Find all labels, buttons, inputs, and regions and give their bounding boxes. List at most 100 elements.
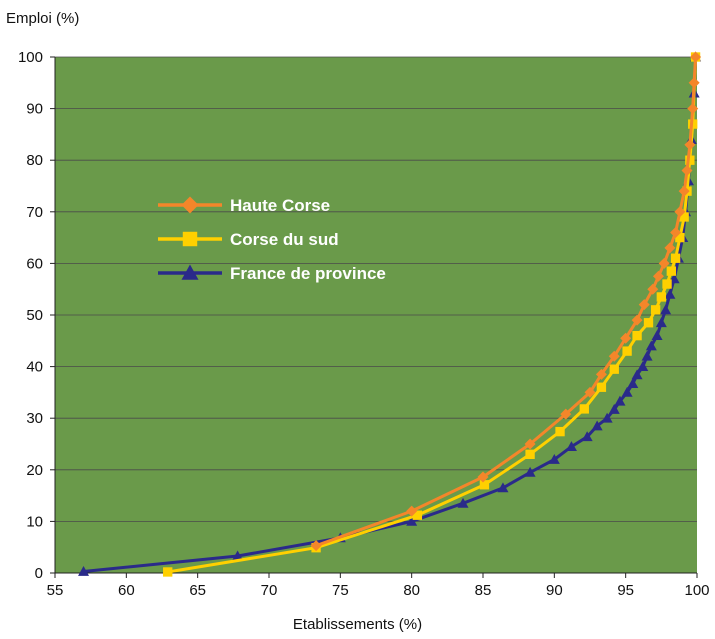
legend-marker xyxy=(182,231,198,247)
y-tick-label: 90 xyxy=(26,101,43,118)
legend-label: Haute Corse xyxy=(230,196,330,215)
data-point xyxy=(581,431,593,442)
x-tick-label: 70 xyxy=(261,582,278,599)
data-point xyxy=(655,317,667,328)
y-tick-label: 100 xyxy=(18,49,43,66)
y-axis-title: Emploi (%) xyxy=(6,10,80,27)
data-point xyxy=(560,408,572,420)
series-corse-du-sud xyxy=(163,52,701,577)
legend-marker xyxy=(181,264,199,280)
data-point xyxy=(631,369,643,380)
data-point xyxy=(595,368,607,380)
x-tick-label: 85 xyxy=(475,582,492,599)
x-tick-label: 60 xyxy=(118,582,135,599)
data-point xyxy=(524,438,536,450)
data-point xyxy=(406,505,418,517)
legend-label: France de province xyxy=(230,264,386,283)
data-point xyxy=(638,299,650,311)
x-tick-label: 90 xyxy=(546,582,563,599)
data-point xyxy=(652,270,664,282)
gridlines xyxy=(55,56,697,522)
data-point xyxy=(675,232,685,243)
data-point xyxy=(647,283,659,295)
data-point xyxy=(670,226,682,238)
data-point xyxy=(666,266,676,276)
axes: 55 60 65 70 75 80 85 90 95 100 0 10 20 30 40 50 60 70 80 90… xyxy=(18,49,710,599)
data-point xyxy=(678,185,690,197)
data-point xyxy=(163,567,173,577)
data-point xyxy=(651,330,663,341)
data-point xyxy=(688,77,700,89)
data-point xyxy=(670,253,681,263)
data-point xyxy=(645,340,657,351)
legend: Haute Corse Corse du sud France de provinc… xyxy=(158,196,386,283)
data-point xyxy=(614,395,626,406)
data-point xyxy=(457,497,469,508)
legend-label: Corse du sud xyxy=(230,230,339,249)
data-point xyxy=(601,412,613,423)
data-point xyxy=(679,212,689,222)
series-haute-corse xyxy=(310,51,702,552)
data-point xyxy=(627,378,639,389)
y-tick-label: 10 xyxy=(26,513,43,530)
y-tick-label: 0 xyxy=(35,565,43,582)
data-point xyxy=(78,565,90,576)
data-point xyxy=(621,386,633,397)
legend-marker xyxy=(181,196,199,214)
x-tick-label: 80 xyxy=(403,582,420,599)
data-point xyxy=(662,279,672,289)
data-point xyxy=(565,441,577,451)
data-point xyxy=(631,314,643,326)
data-point xyxy=(622,346,632,356)
data-point xyxy=(658,257,670,269)
data-point xyxy=(643,318,654,328)
x-tick-label: 65 xyxy=(189,582,206,599)
data-point xyxy=(685,155,695,165)
y-tick-label: 50 xyxy=(26,307,43,324)
data-point xyxy=(609,364,619,374)
data-point xyxy=(650,305,661,315)
data-point xyxy=(406,515,418,526)
y-tick-label: 40 xyxy=(26,359,43,376)
data-point xyxy=(620,332,632,344)
data-point xyxy=(525,449,535,459)
data-point xyxy=(584,386,596,398)
y-tick-label: 80 xyxy=(26,152,43,169)
data-point xyxy=(596,382,607,392)
data-point xyxy=(412,510,423,520)
data-point xyxy=(548,453,560,464)
data-point xyxy=(479,480,490,490)
x-tick-label: 75 xyxy=(332,582,349,599)
legend-item: Haute Corse xyxy=(158,196,330,215)
data-point xyxy=(664,288,676,299)
data-point xyxy=(310,540,322,552)
data-point xyxy=(608,403,620,414)
y-tick-label: 30 xyxy=(26,410,43,427)
data-point xyxy=(608,350,620,362)
x-axis-title: Etablissements (%) xyxy=(292,616,423,633)
data-point xyxy=(524,466,536,477)
data-point xyxy=(687,103,699,115)
data-point xyxy=(591,420,603,431)
data-point xyxy=(232,550,244,561)
data-point xyxy=(664,242,676,254)
data-point xyxy=(660,304,672,315)
data-point xyxy=(632,330,642,341)
legend-item: Corse du sud xyxy=(158,230,339,249)
data-point xyxy=(579,404,589,414)
data-point xyxy=(684,139,696,151)
y-tick-label: 60 xyxy=(26,255,43,272)
data-point xyxy=(555,426,565,437)
x-tick-label: 95 xyxy=(617,582,634,599)
data-point xyxy=(681,165,693,177)
data-point xyxy=(641,350,653,361)
data-point xyxy=(637,361,649,371)
series-group xyxy=(78,51,702,577)
y-tick-label: 70 xyxy=(26,204,43,221)
data-point xyxy=(477,471,489,483)
x-tick-label: 55 xyxy=(47,582,64,599)
x-tick-label: 100 xyxy=(684,582,709,599)
data-point xyxy=(656,292,667,302)
data-point xyxy=(497,482,509,493)
